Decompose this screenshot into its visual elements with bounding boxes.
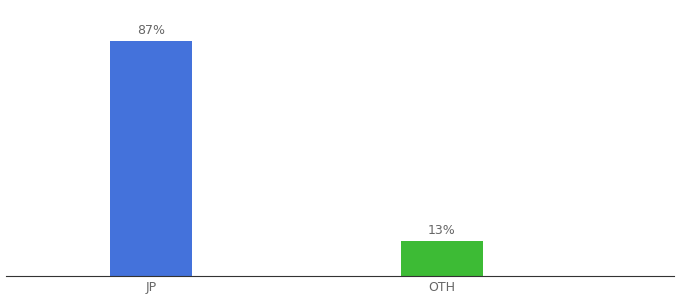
Bar	[110, 41, 192, 276]
Bar	[401, 241, 483, 276]
Text: 13%: 13%	[428, 224, 456, 237]
Text: 87%: 87%	[137, 24, 165, 37]
